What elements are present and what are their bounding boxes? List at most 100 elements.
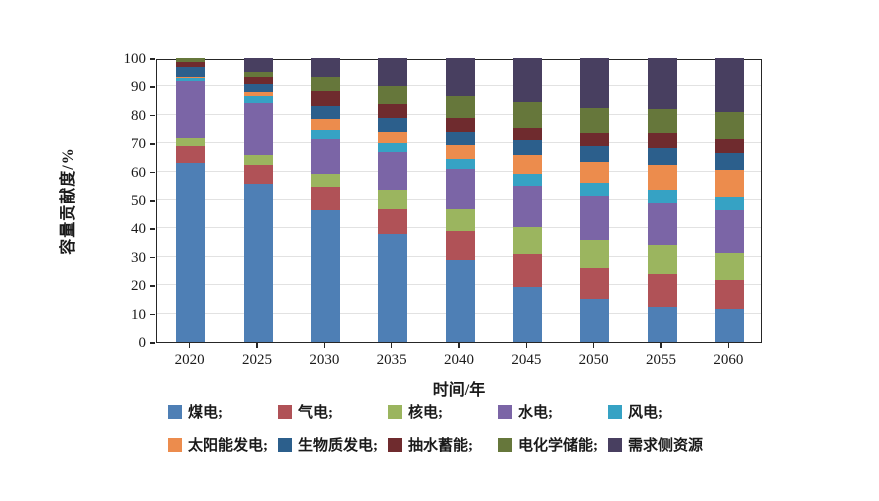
x-tick-label-2025: 2025 (242, 352, 272, 368)
y-tick-mark-90 (150, 86, 155, 88)
legend-item-水电: 水电; (498, 401, 608, 422)
y-tick-mark-40 (150, 228, 155, 230)
bar-2055 (647, 58, 677, 342)
bar-segment-2020-风电 (176, 77, 206, 81)
bar-segment-2020-电化学储能 (176, 58, 206, 63)
bar-segment-2055-电化学储能 (647, 109, 677, 134)
legend-item-煤电: 煤电; (168, 401, 278, 422)
bar-2030 (310, 58, 340, 342)
x-tick-label-2050: 2050 (578, 352, 609, 368)
bar-segment-2045-抽水蓄能 (512, 127, 542, 141)
x-tick-mark-2030 (323, 343, 326, 348)
bar-segment-2040-需求侧资源 (445, 58, 475, 97)
bar-segment-2025-电化学储能 (243, 72, 273, 77)
x-tick-label-2060: 2060 (713, 352, 744, 368)
bar-segment-2055-生物质发电 (647, 147, 677, 165)
bar-segment-2050-核电 (580, 239, 610, 269)
bar-segment-2030-太阳能发电 (310, 119, 340, 131)
bar-segment-2060-气电 (714, 279, 744, 310)
y-tick-label-20: 20 (131, 278, 146, 295)
x-tick-mark-2055 (660, 343, 662, 348)
legend-item-抽水蓄能: 抽水蓄能; (388, 434, 498, 455)
legend-swatch-需求侧资源 (608, 437, 622, 452)
bar-2020 (176, 58, 206, 342)
bar-segment-2045-生物质发电 (512, 140, 542, 155)
x-tick-label-2055: 2055 (646, 352, 676, 368)
bar-segment-2025-需求侧资源 (243, 58, 273, 73)
bar-segment-2045-风电 (512, 174, 542, 186)
bar-segment-2060-水电 (714, 209, 744, 253)
x-tick-mark-2020 (188, 343, 191, 348)
bar-segment-2050-电化学储能 (580, 107, 610, 134)
bar-segment-2025-生物质发电 (243, 83, 273, 93)
y-tick-mark-80 (150, 114, 155, 117)
bar-segment-2025-太阳能发电 (243, 92, 273, 97)
y-tick-mark-60 (150, 171, 155, 174)
bar-segment-2035-抽水蓄能 (378, 103, 408, 118)
legend-swatch-太阳能发电 (168, 437, 182, 452)
y-tick-mark-20 (150, 285, 155, 287)
bar-segment-2060-电化学储能 (714, 112, 744, 140)
legend-swatch-生物质发电 (278, 437, 292, 452)
y-tick-label-70: 70 (131, 136, 146, 153)
y-tick-label-10: 10 (131, 306, 146, 323)
legend-item-风电: 风电; (608, 401, 718, 422)
legend-item-需求侧资源: 需求侧资源 (608, 434, 718, 455)
bar-segment-2045-煤电 (512, 286, 542, 342)
legend-item-生物质发电: 生物质发电; (278, 434, 388, 455)
bar-segment-2040-电化学储能 (445, 96, 475, 118)
legend-label-太阳能发电: 太阳能发电; (188, 438, 268, 454)
legend-swatch-风电 (608, 404, 622, 419)
y-tick-label-80: 80 (131, 107, 146, 124)
bar-segment-2035-核电 (378, 190, 408, 209)
bar-segment-2025-煤电 (243, 184, 273, 342)
bar-segment-2060-需求侧资源 (714, 58, 744, 113)
bar-segment-2035-风电 (378, 143, 408, 152)
y-tick-label-50: 50 (131, 193, 146, 209)
bar-segment-2050-抽水蓄能 (580, 133, 610, 147)
x-tick-mark-2035 (390, 343, 393, 348)
bar-segment-2045-气电 (512, 253, 542, 287)
bar-segment-2050-风电 (580, 183, 610, 196)
bar-segment-2030-风电 (310, 130, 340, 139)
bar-segment-2055-太阳能发电 (647, 164, 677, 191)
bar-segment-2035-水电 (378, 151, 408, 191)
bar-2060 (714, 58, 744, 342)
bar-segment-2050-生物质发电 (580, 146, 610, 162)
bar-segment-2030-电化学储能 (310, 76, 340, 91)
legend-swatch-气电 (278, 404, 292, 419)
legend-label-风电: 风电; (628, 405, 663, 421)
bar-segment-2035-煤电 (378, 234, 408, 342)
bar-segment-2040-核电 (445, 208, 475, 232)
bar-segment-2045-太阳能发电 (512, 154, 542, 175)
bar-segment-2045-核电 (512, 227, 542, 254)
bar-segment-2055-抽水蓄能 (647, 133, 677, 148)
bar-segment-2030-抽水蓄能 (310, 90, 340, 107)
legend-label-核电: 核电; (408, 405, 443, 421)
bar-segment-2060-抽水蓄能 (714, 139, 744, 154)
x-tick-label-2030: 2030 (309, 352, 340, 368)
x-tick-mark-2025 (256, 343, 258, 348)
x-tick-label-2035: 2035 (376, 352, 407, 368)
bar-segment-2060-太阳能发电 (714, 170, 744, 198)
bar-segment-2055-煤电 (647, 306, 677, 342)
bar-segment-2055-风电 (647, 190, 677, 203)
legend: 煤电; 气电; 核电; 水电; 风电; 太阳能发电; 生物质发电; 抽水蓄能; 电化学储能; 需求… (168, 401, 718, 455)
legend-swatch-核电 (388, 404, 402, 419)
bar-segment-2025-抽水蓄能 (243, 76, 273, 84)
legend-label-需求侧资源: 需求侧资源 (628, 438, 704, 454)
bar-segment-2020-抽水蓄能 (176, 62, 206, 67)
bar-segment-2035-太阳能发电 (378, 131, 408, 144)
y-tick-label-90: 90 (131, 79, 146, 96)
bar-segment-2030-核电 (310, 174, 340, 188)
bar-segment-2055-核电 (647, 245, 677, 274)
y-tick-mark-0 (150, 342, 155, 344)
bar-segment-2020-气电 (176, 146, 206, 164)
y-tick-mark-100 (150, 58, 155, 60)
bar-segment-2040-抽水蓄能 (445, 117, 475, 132)
bar-segment-2025-核电 (243, 154, 273, 165)
y-tick-mark-70 (150, 143, 155, 145)
bar-segment-2045-电化学储能 (512, 102, 542, 128)
x-tick-label-2040: 2040 (444, 352, 474, 368)
